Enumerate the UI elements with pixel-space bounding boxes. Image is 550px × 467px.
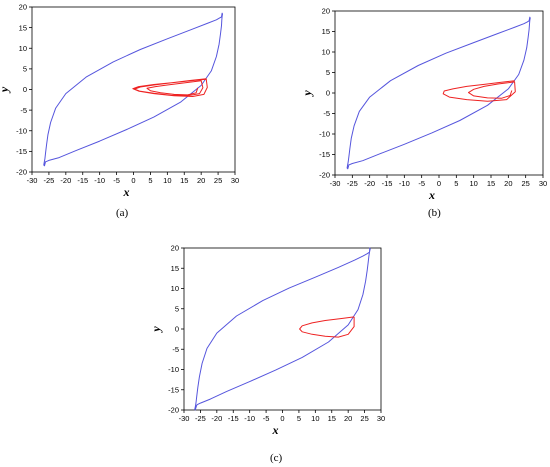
plot-frame (183, 247, 382, 411)
y-tick-label: 20 (322, 7, 330, 16)
y-tick-label: 10 (322, 48, 330, 57)
x-tick-label: 0 (437, 179, 441, 188)
x-tick-label: -30 (330, 179, 341, 188)
x-tick-label: -25 (43, 176, 54, 185)
x-tick-label: -15 (382, 179, 393, 188)
x-tick-label: 0 (131, 176, 135, 185)
x-tick-label: -25 (195, 414, 206, 423)
x-tick-label: -10 (94, 176, 105, 185)
y-tick-label: -20 (16, 168, 27, 177)
x-tick-label: -20 (211, 414, 222, 423)
y-tick-label: 10 (171, 284, 179, 293)
y-axis-label: y (300, 90, 314, 98)
x-tick-label: 15 (487, 179, 495, 188)
x-tick-label: -10 (244, 414, 255, 423)
x-tick-label: -5 (113, 176, 120, 185)
y-tick-label: -20 (319, 171, 330, 180)
x-tick-label: -15 (228, 414, 239, 423)
x-tick-label: 30 (539, 179, 547, 188)
y-tick-label: -20 (168, 406, 179, 415)
large-orbit-series-c (194, 247, 371, 411)
y-tick-label: -5 (172, 345, 179, 354)
y-tick-label: 0 (175, 325, 179, 334)
x-tick-label: -20 (364, 179, 375, 188)
y-tick-label: 15 (171, 264, 179, 273)
panel-b-chart: -30 -25 -20 -15 -10 -5 0 5 10 15 20 25 30 -20 -15 -10 -5… (300, 7, 547, 202)
y-tick-label: -5 (20, 106, 27, 115)
y-tick-label: -10 (168, 365, 179, 374)
x-tick-label: 20 (197, 176, 205, 185)
plot-frame (334, 10, 544, 176)
caption-a: (a) (116, 207, 129, 219)
y-tick-label: 15 (322, 27, 330, 36)
small-orbit-series-a (132, 78, 208, 97)
x-tick-label: 5 (454, 179, 458, 188)
x-tick-label: 30 (231, 176, 239, 185)
y-tick-label: 20 (171, 244, 179, 253)
x-tick-label: 25 (214, 176, 222, 185)
caption-b: (b) (428, 207, 441, 219)
x-tick-label: -5 (263, 414, 270, 423)
large-orbit-series-b (346, 16, 531, 170)
x-tick-label: 5 (148, 176, 152, 185)
x-tick-label: -30 (27, 176, 38, 185)
x-tick-label: 10 (311, 414, 319, 423)
x-axis-label: x (123, 185, 130, 199)
y-tick-label: -15 (319, 150, 330, 159)
x-tick-label: 15 (328, 414, 336, 423)
y-tick-label: 0 (23, 85, 27, 94)
x-tick-label: -15 (77, 176, 88, 185)
y-tick-label: -15 (16, 147, 27, 156)
x-tick-label: 10 (469, 179, 477, 188)
y-tick-label: -15 (168, 385, 179, 394)
x-tick-label: -30 (179, 414, 190, 423)
caption-c: (c) (270, 452, 283, 464)
y-tick-label: 5 (326, 68, 330, 77)
y-tick-label: 20 (19, 3, 27, 12)
y-tick-label: 0 (326, 89, 330, 98)
x-tick-label: 25 (521, 179, 529, 188)
x-tick-label: 25 (360, 414, 368, 423)
x-tick-label: 20 (344, 414, 352, 423)
x-tick-label: -25 (347, 179, 358, 188)
x-tick-label: 5 (297, 414, 301, 423)
x-tick-label: -20 (60, 176, 71, 185)
x-tick-label: 20 (504, 179, 512, 188)
x-tick-label: 15 (180, 176, 188, 185)
y-tick-label: 5 (175, 304, 179, 313)
y-tick-label: 15 (19, 23, 27, 32)
x-tick-label: -5 (418, 179, 425, 188)
x-tick-label: 10 (163, 176, 171, 185)
y-axis-label: y (149, 326, 163, 334)
x-tick-label: 30 (377, 414, 385, 423)
small-orbit-series-c (299, 316, 355, 338)
y-tick-label: -10 (16, 126, 27, 135)
x-tick-label: 0 (280, 414, 284, 423)
large-orbit-series-a (43, 12, 223, 167)
x-axis-label: x (428, 188, 435, 202)
y-tick-label: 10 (19, 44, 27, 53)
y-tick-label: 5 (23, 65, 27, 74)
y-axis-label: y (0, 86, 11, 94)
x-axis-label: x (272, 423, 279, 437)
x-tick-label: -10 (399, 179, 410, 188)
y-tick-label: -5 (323, 109, 330, 118)
y-tick-label: -10 (319, 130, 330, 139)
panel-a-chart: -30 -25 -20 -15 -10 -5 0 5 10 15 20 25 30 -20 -15 -10 -5… (0, 3, 239, 199)
panel-c-chart: -30 -25 -20 -15 -10 -5 0 5 10 15 20 25 30 -20 -15 -10 -5… (149, 244, 385, 437)
small-orbit-series-b (442, 80, 516, 102)
